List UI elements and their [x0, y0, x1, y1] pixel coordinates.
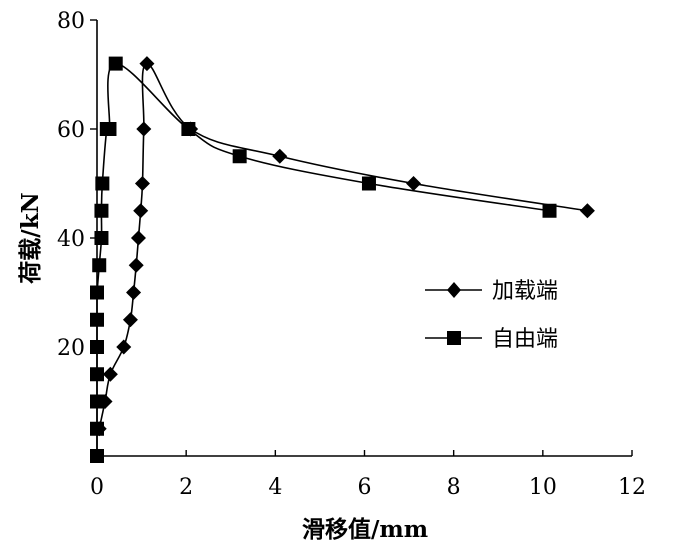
legend: 加载端 自由端	[425, 279, 558, 352]
data-point-diamond	[122, 312, 138, 328]
x-tick-label: 8	[447, 475, 461, 500]
x-tick-label: 6	[358, 475, 372, 500]
data-point-square	[94, 203, 109, 218]
legend-diamond-icon	[447, 282, 461, 298]
data-point-square	[95, 176, 110, 191]
x-axis-title: 滑移值/mm	[302, 516, 428, 543]
x-tick-label: 0	[90, 475, 104, 500]
data-point-diamond	[133, 203, 149, 219]
data-point-diamond	[130, 230, 146, 246]
x-tick-label: 12	[618, 475, 646, 500]
data-point-square	[108, 56, 123, 71]
series-line-free-end	[96, 62, 550, 457]
plot-markers	[90, 56, 595, 463]
data-point-diamond	[116, 339, 132, 355]
data-point-diamond	[406, 176, 422, 191]
data-point-square	[181, 122, 196, 136]
data-point-square	[102, 122, 117, 136]
data-point-diamond	[579, 203, 595, 219]
data-point-diamond	[128, 257, 144, 273]
y-axis-title: 荷载/kN	[17, 192, 44, 283]
y-axis-ticks: 20 40 60 80	[57, 9, 97, 361]
y-tick-label: 60	[57, 118, 85, 143]
data-point-square	[232, 149, 247, 164]
y-tick-label: 40	[57, 227, 85, 252]
x-tick-label: 10	[529, 475, 557, 500]
x-tick-label: 4	[268, 475, 282, 500]
legend-item-free-end: 自由端	[425, 327, 558, 352]
legend-item-loading-end: 加载端	[425, 279, 558, 304]
series-line-loading-end	[98, 62, 588, 429]
legend-label-free-end: 自由端	[492, 327, 558, 352]
x-axis-ticks: 0 2 4 6 8 10 12	[90, 450, 646, 500]
y-tick-label: 20	[57, 336, 85, 361]
legend-square-icon	[447, 331, 461, 345]
data-point-square	[361, 176, 376, 191]
data-point-square	[92, 258, 107, 273]
data-point-diamond	[134, 176, 150, 191]
data-point-diamond	[136, 121, 152, 137]
plot-lines	[96, 62, 588, 457]
data-point-square	[94, 231, 109, 245]
data-point-diamond	[102, 366, 118, 382]
y-tick-label: 80	[57, 9, 85, 34]
legend-label-loading-end: 加载端	[492, 279, 558, 304]
data-point-diamond	[126, 285, 142, 300]
data-point-diamond	[272, 148, 288, 164]
x-tick-label: 2	[179, 475, 193, 500]
data-point-diamond	[139, 56, 155, 72]
data-point-square	[542, 203, 557, 218]
